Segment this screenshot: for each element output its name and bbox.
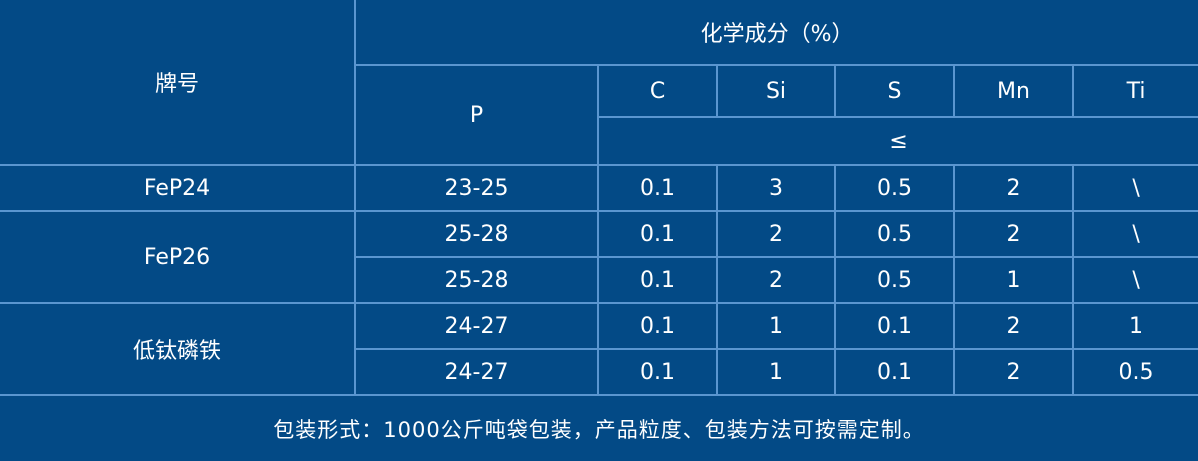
value-cell: 2 — [953, 210, 1074, 258]
value-cell: 0.1 — [597, 164, 718, 212]
value-cell: \ — [1071, 164, 1198, 212]
value-cell: 2 — [953, 348, 1074, 396]
header-le: ≤ — [598, 116, 1198, 166]
header-ti: Ti — [1071, 64, 1198, 118]
value-cell: 0.1 — [597, 302, 718, 350]
value-cell: 0.1 — [834, 348, 955, 396]
header-p: P — [355, 64, 599, 166]
header-composition: 化学成分（%） — [353, 0, 1198, 66]
value-cell: 2 — [953, 302, 1074, 350]
value-cell: 2 — [716, 256, 836, 304]
grade-cell: 低钛磷铁 — [0, 302, 356, 396]
table-row: FeP24 23-25 0.1 3 0.5 2 \ — [0, 164, 1198, 212]
value-cell: 1 — [1071, 302, 1198, 350]
value-cell: 2 — [953, 164, 1074, 212]
grade-cell: FeP24 — [0, 164, 356, 212]
value-cell: 1 — [953, 256, 1074, 304]
table-row: FeP26 25-28 0.1 2 0.5 2 \ — [0, 210, 1198, 304]
value-cell: 0.5 — [1071, 348, 1198, 396]
value-cell: 0.5 — [834, 256, 955, 304]
value-cell: 0.1 — [597, 256, 718, 304]
p-cell: 24-27 — [355, 348, 599, 396]
header-s: S — [834, 64, 955, 118]
p-cell: 24-27 — [354, 302, 599, 350]
header-grade: 牌号 — [0, 0, 356, 166]
value-cell: 3 — [716, 164, 836, 212]
p-cell: 25-28 — [355, 256, 599, 304]
value-cell: 0.1 — [597, 348, 718, 396]
table-row: 低钛磷铁 24-27 0.1 1 0.1 2 1 — [0, 302, 1198, 396]
value-cell: 2 — [716, 210, 836, 258]
grade-cell: FeP26 — [0, 210, 356, 304]
value-cell: 1 — [716, 348, 836, 396]
p-cell: 25-28 — [354, 210, 599, 258]
header-si: Si — [716, 64, 836, 118]
value-cell: 0.5 — [834, 210, 955, 258]
header-mn: Mn — [953, 64, 1074, 118]
value-cell: 0.1 — [597, 210, 718, 258]
value-cell: 0.5 — [834, 164, 955, 212]
value-cell: 1 — [716, 302, 836, 350]
table-row: 24-27 0.1 1 0.1 2 0.5 — [0, 348, 1198, 396]
table-row: 25-28 0.1 2 0.5 1 \ — [0, 256, 1198, 304]
header-c: C — [597, 64, 718, 118]
value-cell: \ — [1071, 256, 1198, 304]
value-cell: \ — [1071, 210, 1198, 258]
value-cell: 0.1 — [834, 302, 955, 350]
p-cell: 23-25 — [354, 164, 599, 212]
packaging-note: 包装形式：1000公斤吨袋包装，产品粒度、包装方法可按需定制。 — [0, 394, 1198, 461]
